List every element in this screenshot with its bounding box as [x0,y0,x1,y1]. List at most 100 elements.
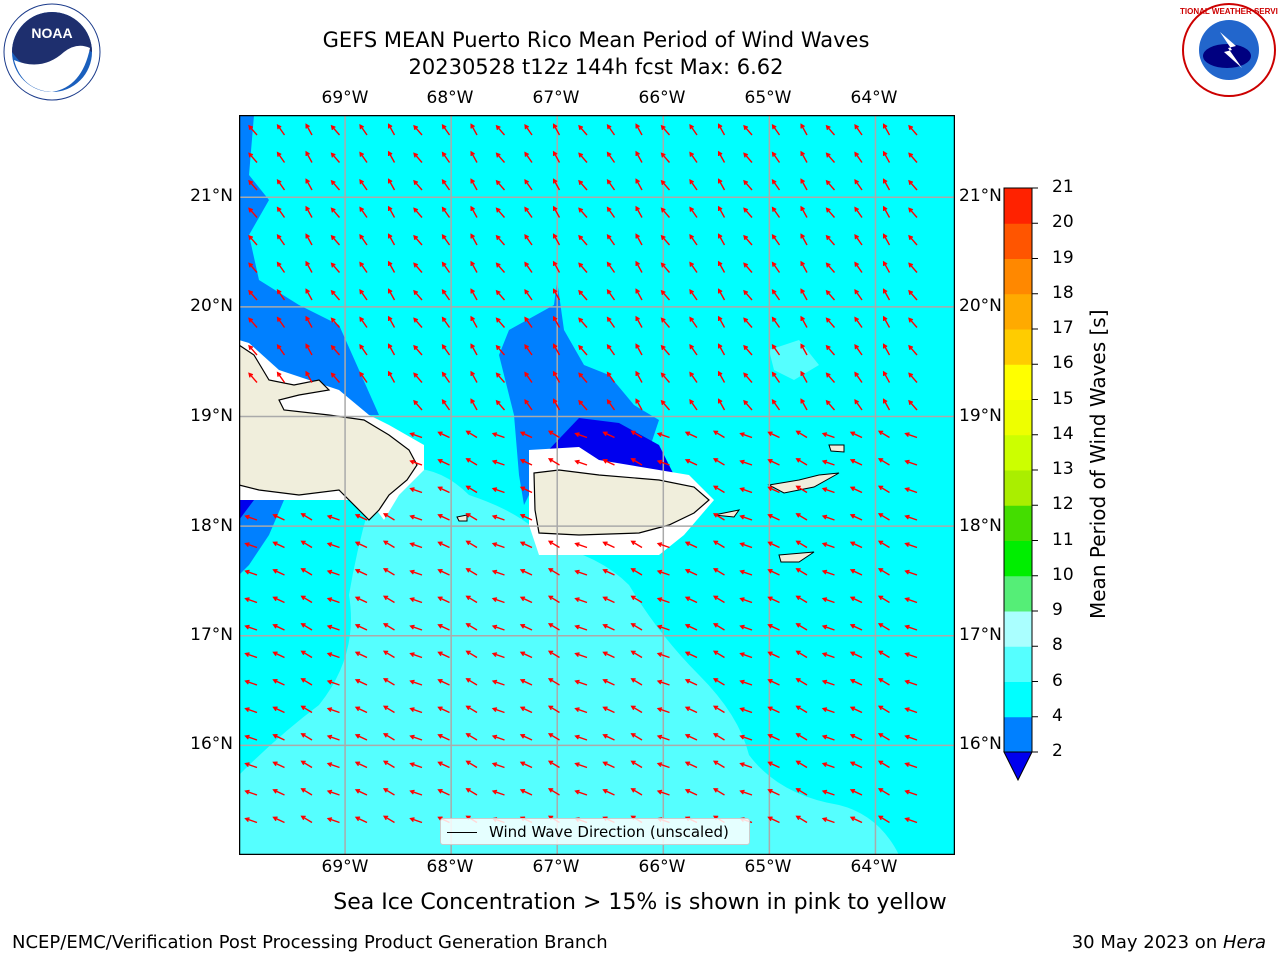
wind-arrow [717,288,726,301]
wind-arrow [382,513,395,521]
wind-arrow [712,650,725,659]
wind-arrow [382,650,395,659]
wind-arrow [413,289,423,301]
wind-arrow [854,343,863,356]
wind-arrow [524,398,533,411]
wind-arrow [635,370,643,383]
wind-arrow [877,733,890,741]
wind-arrow [630,650,643,659]
wind-arrow [552,233,561,246]
colorbar-segment [1004,540,1032,577]
wind-arrow [248,289,258,301]
lat-left-tick: 18°N [190,516,233,536]
lat-left-tick: 21°N [190,186,233,206]
wind-arrow [552,315,561,328]
wind-arrow [825,179,836,191]
wind-arrow [574,432,588,439]
wind-arrow [849,651,863,659]
wind-arrow [276,343,286,356]
wind-arrow [491,789,505,796]
wind-arrow [578,399,588,411]
wind-arrow [904,432,918,439]
wind-arrow [437,678,450,686]
wind-arrow [300,733,313,741]
wind-arrow [359,288,368,301]
colorbar [1003,187,1038,782]
wind-arrow [244,789,258,796]
colorbar-segment [1004,470,1032,506]
wind-arrow [712,623,725,631]
wind-arrow [248,207,258,218]
wind-arrow [574,569,588,576]
wind-arrow [849,541,863,549]
wind-arrow [849,788,863,796]
noaa-logo: NOAA [3,3,101,101]
wind-arrow [574,679,588,686]
wind-arrow [660,234,671,246]
wind-arrow [437,568,450,576]
wind-arrow [771,343,781,356]
wind-arrow [465,485,478,494]
lon-bottom-tick: 64°W [850,857,898,877]
wind-arrow [413,317,423,328]
wind-arrow [552,123,561,136]
wind-arrow [825,372,836,383]
wind-arrow [743,399,753,411]
wind-arrow [547,430,560,439]
wind-arrow [330,317,341,328]
chart-title: GEFS MEAN Puerto Rico Mean Period of Win… [322,28,870,52]
wind-arrow [743,207,753,218]
wind-arrow [602,596,615,604]
colorbar-tick-label: 14 [1052,423,1074,444]
wind-arrow [821,762,835,769]
wind-arrow [495,152,506,163]
wind-arrow [441,371,451,383]
wind-arrow [441,206,451,218]
wind-arrow [712,705,725,714]
legend-label: Wind Wave Direction (unscaled) [489,823,729,841]
wind-arrow [877,650,890,659]
wind-arrow [904,734,918,741]
colorbar-tick-label: 4 [1052,705,1063,726]
wind-arrow [602,431,615,439]
wind-arrow [656,432,670,439]
colorbar-segment [1004,188,1032,224]
wind-arrow [825,262,836,273]
wind-arrow [739,432,753,439]
wind-arrow [660,399,671,411]
wind-arrow [717,370,726,383]
wind-arrow [689,123,698,136]
wind-arrow [712,485,725,494]
wind-arrow [409,459,423,466]
wind-arrow [795,458,808,466]
lon-bottom-tick: 66°W [638,857,686,877]
wind-arrow [743,124,753,136]
wind-arrow [470,288,478,301]
wind-arrow [635,178,643,191]
colorbar-tick-label: 6 [1052,670,1063,691]
wind-arrow [908,234,918,246]
wind-arrow [800,260,808,273]
wind-arrow [767,541,780,549]
wind-arrow [244,762,258,769]
wind-arrow [519,733,533,741]
wind-arrow [800,205,808,218]
wind-arrow [470,315,478,328]
wind-arrow [305,178,313,191]
wind-arrow [882,343,891,356]
wind-arrow [877,623,890,631]
wind-arrow [524,206,533,218]
wind-arrow [800,370,808,383]
wind-arrow [409,734,423,741]
wind-arrow [382,623,395,631]
mona-island [456,514,468,522]
wind-arrow [441,316,451,328]
wind-arrow [552,370,561,383]
wind-arrow [739,707,753,714]
footer-producer: NCEP/EMC/Verification Post Processing Pr… [12,932,608,953]
wind-arrow [712,540,725,549]
wind-arrow [387,315,396,328]
wind-arrow [660,207,671,218]
wind-arrow [771,206,781,218]
wind-arrow [739,762,753,769]
